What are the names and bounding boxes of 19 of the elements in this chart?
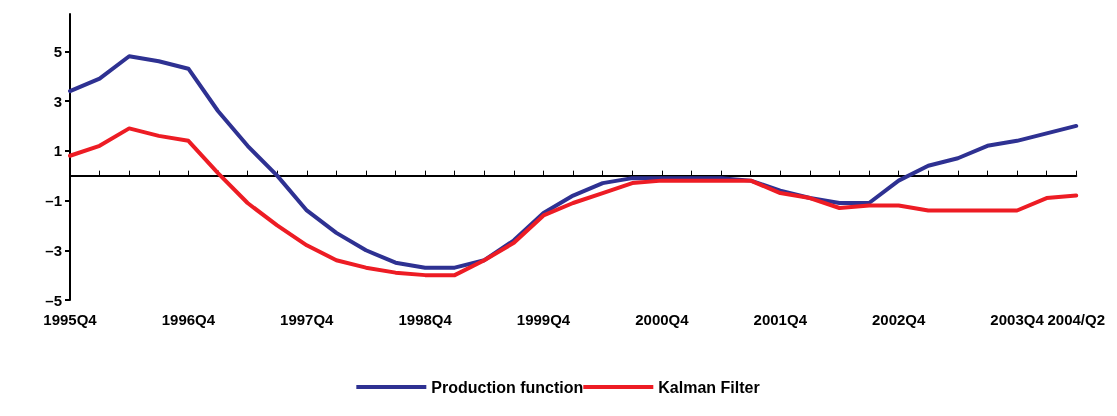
x-tick-label: 2004/Q2 bbox=[1047, 311, 1105, 328]
x-tick-label: 1999Q4 bbox=[516, 311, 571, 328]
x-tick-label: 1995Q4 bbox=[43, 311, 98, 328]
x-tick-label: 2002Q4 bbox=[871, 311, 926, 328]
legend-label: Kalman Filter bbox=[658, 378, 760, 396]
y-tick-label: –5 bbox=[45, 291, 62, 309]
x-tick-label: 1996Q4 bbox=[161, 311, 216, 328]
y-tick-label: 3 bbox=[53, 92, 62, 110]
x-tick-label: 1998Q4 bbox=[398, 311, 453, 328]
x-tick-label: 2001Q4 bbox=[753, 311, 808, 328]
x-tick-label: 2000Q4 bbox=[635, 311, 690, 328]
y-tick-label: –3 bbox=[45, 241, 62, 259]
x-tick-label: 1997Q4 bbox=[280, 311, 335, 328]
y-tick-label: 1 bbox=[53, 142, 62, 160]
y-tick-label: 5 bbox=[53, 42, 62, 60]
y-tick-label: –1 bbox=[45, 192, 62, 210]
x-tick-label: 2003Q4 bbox=[990, 311, 1045, 328]
legend-label: Production function bbox=[431, 378, 584, 396]
line-series bbox=[68, 126, 1079, 278]
